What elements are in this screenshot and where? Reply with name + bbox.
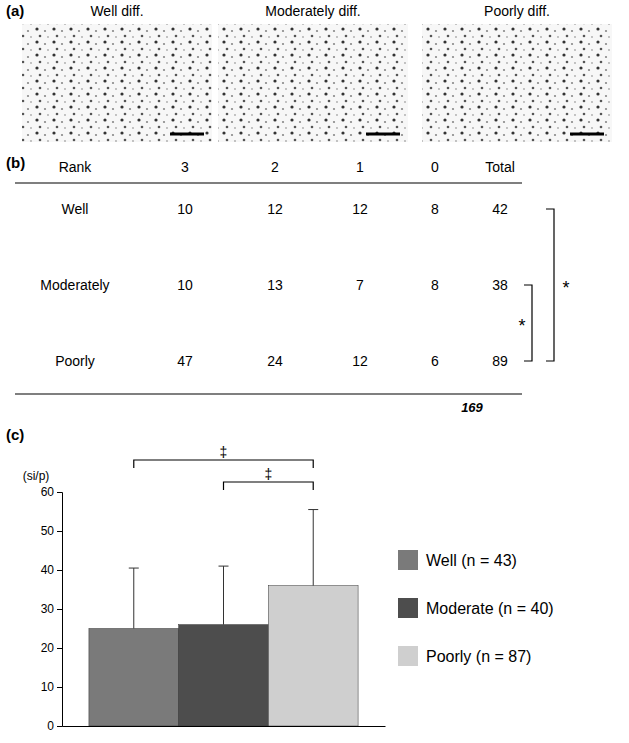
legend-entry: Poorly (n = 87) [426,648,531,665]
legend-entry: Well (n = 43) [426,552,517,569]
cell: 24 [267,353,283,369]
cell: 12 [352,353,368,369]
row-label: Moderately [40,277,109,293]
micrograph [218,24,408,142]
image-area [22,24,212,142]
rule [15,182,522,183]
cell: 10 [177,201,193,217]
tick-label: 30 [41,602,55,616]
image-area [218,24,408,142]
bracket [546,209,554,361]
column-head: 0 [431,159,439,175]
axis-line [57,493,63,727]
tick-mark [57,687,62,688]
tick: 10 [41,680,62,694]
bar [268,586,358,726]
column-head: 3 [181,159,189,175]
tick-mark [57,570,62,571]
bracket [224,482,314,490]
cell: 12 [352,201,368,217]
tick: 50 [41,524,62,538]
bracket [134,460,313,468]
column-head: Rank [59,159,93,175]
significance: * [518,316,525,336]
axis-line [63,726,386,727]
cell-total: 89 [492,353,508,369]
column-head: Total [485,159,515,175]
tick-mark [57,726,62,727]
tick-label: 10 [41,680,55,694]
cell: 12 [267,201,283,217]
legend-entry: Moderate (n = 40) [426,600,554,617]
tick: 0 [47,719,62,733]
scale-bar [170,133,204,136]
cell: 8 [431,201,439,217]
panel-letter: (b) [6,154,25,171]
tick: 30 [41,602,62,616]
image-title: Moderately diff. [265,3,360,19]
tick: 20 [41,641,62,655]
legend-swatch [398,646,418,666]
legend-swatch [398,550,418,570]
micrograph [422,24,612,142]
row-label: Poorly [55,353,95,369]
tick-label: 20 [41,641,55,655]
tick-label: 40 [41,563,55,577]
scale-bar [366,133,400,136]
legend-swatch [398,598,418,618]
cell: 7 [356,277,364,293]
tick: 40 [41,563,62,577]
panel-letter: (a) [6,2,24,19]
annotation: ‡ [220,444,228,460]
tick-label: 60 [41,485,55,499]
figure: (a) Well diff. Moderately diff. Poorly diff… [0,0,629,743]
legend: Well (n = 43) Moderate (n = 40) Poorly (n … [398,550,554,666]
bar [89,629,179,727]
tick-label: 50 [41,524,55,538]
tick-mark [57,492,62,493]
scale-bar [570,133,604,136]
cell: 6 [431,353,439,369]
error-bar [308,510,318,586]
panel-letter: (c) [6,426,24,443]
column-head: 1 [356,159,364,175]
column-head: 2 [271,159,279,175]
tick-mark [57,648,62,649]
annotation: ‡ [264,466,272,482]
error-bar [129,568,139,628]
error-bar [219,566,229,625]
grand-total: 169 [461,400,483,415]
tick: 60 [41,485,62,499]
tick-label: 0 [47,719,54,733]
cell: 47 [177,353,193,369]
image-title: Poorly diff. [484,3,550,19]
cell: 8 [431,277,439,293]
tick-mark [57,609,62,610]
tick-mark [57,531,62,532]
bar [179,625,269,726]
row-label: Well [62,201,89,217]
cell: 13 [267,277,283,293]
image-title: Well diff. [90,3,143,19]
micrograph [22,24,212,142]
significance: * [562,278,569,298]
y-axis: 0 10 20 30 40 50 60 [41,485,63,733]
plot-marks [89,510,358,726]
axis-title: (si/p) [23,469,50,483]
cell: 10 [177,277,193,293]
cell-total: 38 [492,277,508,293]
rule [15,393,522,394]
image-area [422,24,612,142]
cell-total: 42 [492,201,508,217]
